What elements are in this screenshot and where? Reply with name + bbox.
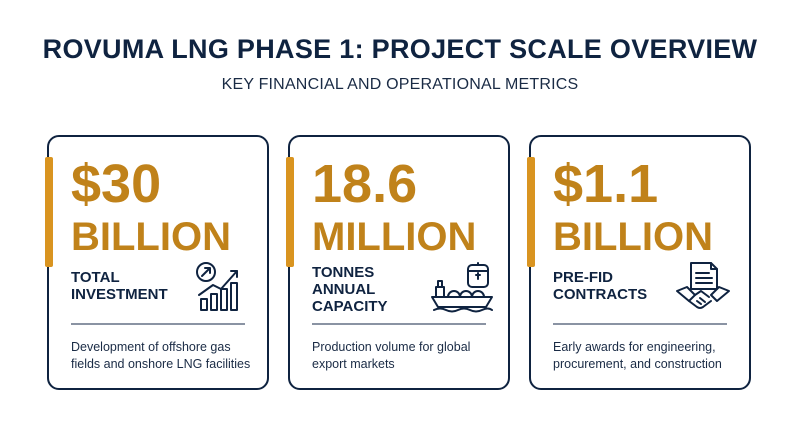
card-accent-bar [286, 157, 294, 267]
metric-label: PRE-FID CONTRACTS [553, 269, 648, 303]
card-divider [312, 323, 486, 325]
metric-card-investment: $30 BILLION TOTAL INVESTMENT Development… [45, 135, 269, 390]
metric-description: Early awards for engineering, procuremen… [553, 340, 722, 371]
metric-card-contracts: $1.1 BILLION PRE-FID CONTRACTS Early awa… [527, 135, 751, 390]
metric-unit: BILLION [71, 215, 231, 259]
card-accent-bar [527, 157, 535, 267]
metric-unit: MILLION [312, 215, 477, 259]
metric-value: 18.6 [312, 154, 418, 214]
card-divider [553, 323, 727, 325]
metric-value: $1.1 [553, 154, 659, 214]
metric-unit: BILLION [553, 215, 713, 259]
metric-description: Production volume for global export mark… [312, 340, 471, 371]
page-subtitle: KEY FINANCIAL AND OPERATIONAL METRICS [221, 76, 579, 93]
growth-chart-icon [193, 261, 249, 313]
metric-description: Development of offshore gas fields and o… [71, 340, 251, 371]
card-divider [71, 323, 245, 325]
metric-value: $30 [71, 154, 162, 214]
metric-card-capacity: 18.6 MILLION TONNES ANNUAL CAPACITY Prod… [286, 135, 510, 390]
metric-label: TONNES ANNUAL CAPACITY [312, 264, 388, 315]
contract-handshake-icon [675, 261, 731, 313]
card-accent-bar [45, 157, 53, 267]
page-title: ROVUMA LNG PHASE 1: PROJECT SCALE OVERVI… [42, 34, 758, 64]
metric-label: TOTAL INVESTMENT [71, 269, 168, 303]
lng-tanker-icon [430, 261, 494, 313]
